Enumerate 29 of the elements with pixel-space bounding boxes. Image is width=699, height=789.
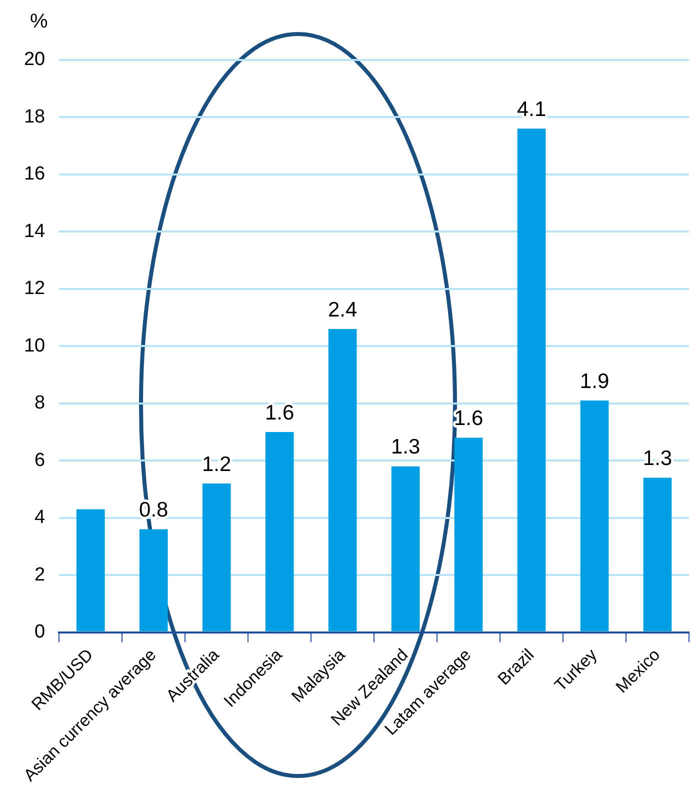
- bar: [202, 483, 231, 632]
- bar: [139, 529, 168, 632]
- y-tick-label: 0: [34, 622, 46, 643]
- bar: [328, 328, 357, 632]
- annotation: 2.4: [328, 298, 358, 322]
- annotation: 1.3: [642, 447, 672, 470]
- annotation: 4.1: [516, 98, 546, 121]
- annotation: 1.2: [202, 452, 232, 476]
- y-tick-label: 2: [34, 564, 46, 586]
- bar: [454, 438, 483, 632]
- y-tick-label: 4: [34, 507, 46, 528]
- annotation: 1.6: [264, 401, 294, 424]
- y-tick-label: 8: [34, 392, 46, 414]
- bar: [391, 466, 420, 632]
- bar: [517, 128, 546, 632]
- y-tick-label: 12: [24, 278, 46, 300]
- bar: [265, 432, 294, 632]
- bar: [76, 509, 105, 632]
- bar: [643, 478, 672, 632]
- y-tick-label: 14: [24, 220, 46, 242]
- y-tick-label: 18: [24, 106, 46, 128]
- y-tick-label: 16: [24, 164, 46, 185]
- y-tick-label: 6: [34, 450, 46, 471]
- annotation: 1.9: [580, 370, 610, 393]
- y-tick-label: 10: [24, 335, 46, 356]
- y-axis-title: %: [30, 10, 48, 33]
- y-tick-label: 20: [24, 49, 46, 70]
- bar: [580, 400, 609, 632]
- annotation: 1.3: [390, 436, 420, 459]
